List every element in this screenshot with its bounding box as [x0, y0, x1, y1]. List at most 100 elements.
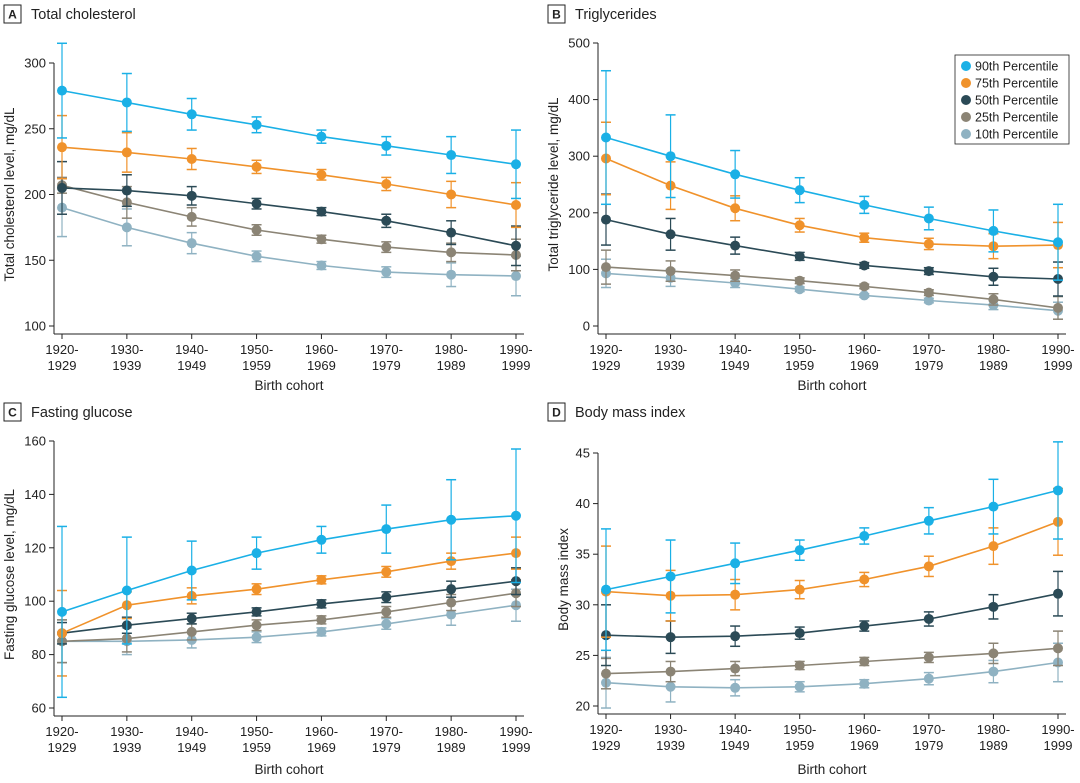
series-p50 [57, 160, 521, 267]
x-tick-label: 1949 [721, 738, 750, 753]
data-point [316, 131, 327, 142]
data-point [186, 613, 197, 624]
x-tick-label: 1929 [592, 358, 621, 373]
data-point [859, 530, 870, 541]
data-point [601, 214, 611, 225]
series-line [605, 218, 1059, 280]
data-point [988, 601, 999, 612]
data-point [988, 541, 999, 552]
data-point [251, 251, 262, 262]
x-tick-label: 1940- [175, 342, 208, 357]
x-tick-label: 1930- [110, 724, 143, 739]
x-tick-label: 1969 [850, 358, 879, 373]
data-point [316, 169, 327, 180]
data-point [859, 232, 870, 243]
data-point [251, 548, 262, 559]
data-point [381, 592, 392, 603]
data-point [511, 200, 521, 211]
legend-marker [961, 112, 971, 122]
data-point [665, 266, 676, 277]
x-tick-label: 1990- [1041, 722, 1074, 737]
data-point [730, 663, 741, 674]
data-point [511, 240, 521, 251]
data-point [381, 618, 392, 629]
series-line [61, 89, 517, 166]
data-point [316, 260, 327, 271]
data-point [923, 613, 934, 624]
data-point [251, 584, 262, 595]
data-point [988, 501, 999, 512]
data-point [601, 262, 611, 273]
panel-body-mass-index: D Body mass index 20 25 30 35 40 45 1920-1929 193… [547, 402, 1075, 777]
y-tick-label: 0 [583, 319, 590, 334]
data-point [446, 247, 457, 258]
x-tick-label: 1979 [372, 358, 401, 373]
x-tick-label: 1980- [977, 722, 1010, 737]
data-point [665, 666, 676, 677]
data-point [57, 606, 67, 617]
data-point [186, 109, 197, 120]
x-tick-label: 1949 [177, 740, 206, 755]
x-tick-label: 1949 [721, 358, 750, 373]
y-tick-label: 250 [24, 121, 46, 136]
data-point [121, 185, 132, 196]
data-point [730, 277, 741, 288]
y-tick-label: 200 [24, 187, 46, 202]
y-tick-label: 400 [568, 92, 590, 107]
data-point [316, 614, 327, 625]
x-tick-label: 1990- [499, 342, 532, 357]
y-axis-title: Fasting glucose level, mg/dL [2, 488, 17, 660]
x-tick-label: 1920- [45, 724, 78, 739]
y-tick-label: 120 [24, 540, 46, 555]
data-point [381, 524, 392, 535]
y-tick-label: 200 [568, 205, 590, 220]
data-point [665, 632, 676, 643]
data-point [381, 267, 392, 278]
data-point [859, 260, 870, 271]
data-point [511, 271, 521, 282]
x-tick-label: 1989 [437, 740, 466, 755]
x-tick-label: 1969 [307, 740, 336, 755]
legend-marker [961, 95, 971, 105]
data-point [859, 199, 870, 210]
data-point [794, 185, 805, 196]
data-point [665, 229, 676, 240]
legend-label: 25th Percentile [975, 111, 1058, 125]
data-point [730, 558, 741, 569]
data-point [446, 150, 457, 161]
data-point [923, 266, 934, 277]
legend-label: 90th Percentile [975, 60, 1058, 74]
x-tick-label: 1920- [589, 342, 622, 357]
data-point [381, 242, 392, 253]
series-line [605, 647, 1059, 675]
data-point [988, 648, 999, 659]
x-tick-label: 1959 [242, 358, 271, 373]
x-tick-label: 1999 [1044, 738, 1073, 753]
x-tick-label: 1950- [783, 722, 816, 737]
x-tick-label: 1950- [240, 724, 273, 739]
data-point [859, 574, 870, 585]
x-tick-label: 1990- [1041, 342, 1074, 357]
data-point [730, 631, 741, 642]
legend-label: 75th Percentile [975, 77, 1058, 91]
data-point [665, 571, 676, 582]
x-tick-label: 1970- [912, 342, 945, 357]
y-tick-label: 100 [24, 594, 46, 609]
data-point [251, 225, 262, 236]
series-p90 [601, 441, 1063, 652]
series-line [605, 592, 1059, 639]
series-line [61, 592, 517, 643]
y-tick-label: 100 [24, 319, 46, 334]
x-tick-label: 1970- [912, 722, 945, 737]
x-tick-label: 1959 [785, 738, 814, 753]
series-line [61, 515, 517, 613]
x-tick-label: 1960- [305, 724, 338, 739]
series-line [605, 489, 1059, 591]
data-point [251, 198, 262, 209]
y-tick-label: 80 [32, 647, 46, 662]
y-tick-label: 30 [576, 597, 590, 612]
data-point [665, 151, 676, 162]
legend-label: 10th Percentile [975, 128, 1058, 142]
series-p25 [601, 249, 1063, 320]
x-tick-label: 1999 [502, 358, 531, 373]
